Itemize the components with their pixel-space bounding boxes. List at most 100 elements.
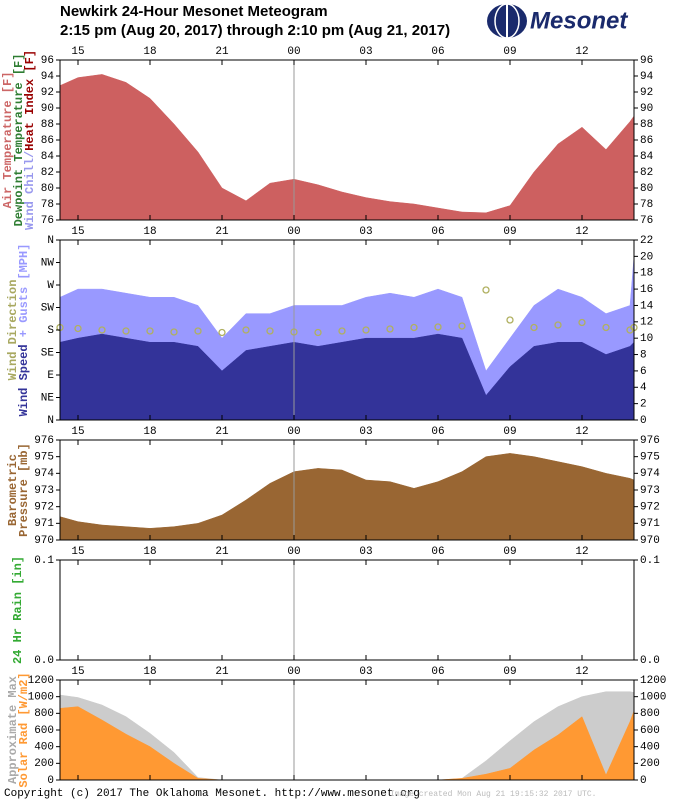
y-tick-label: 78 bbox=[41, 199, 54, 211]
y2-tick-label: 12 bbox=[640, 317, 653, 329]
y2-tick-label: 18 bbox=[640, 268, 653, 280]
y-tick-label: 800 bbox=[640, 708, 660, 720]
x-tick-label: 03 bbox=[359, 426, 372, 438]
y-tick-label: 400 bbox=[640, 742, 660, 754]
panel: 15 18 21 00 03 06 09 12 970 970 971 971 972 972 973 973… bbox=[6, 426, 660, 547]
y-tick-label: 971 bbox=[34, 518, 54, 530]
area bbox=[59, 333, 635, 421]
y-tick-label: 80 bbox=[640, 183, 653, 195]
panel: 15 18 21 00 03 06 09 12 0.0 0.0 0.1 0.1 24 Hr Rain [… bbox=[11, 546, 660, 667]
y2-tick-label: 4 bbox=[640, 382, 647, 394]
y-tick-label: 0.1 bbox=[640, 555, 660, 567]
axis-label-part: Approximate Max bbox=[6, 676, 20, 784]
y-tick-label: 0 bbox=[47, 775, 54, 787]
created: Image created Mon Aug 21 19:15:32 2017 U… bbox=[390, 790, 596, 799]
panel: 15 18 21 00 03 06 09 12 76 76 78 78 80 80 82 82 84 84 86 86… bbox=[1, 46, 653, 230]
x-tick-label: 15 bbox=[71, 546, 84, 558]
y-tick-label: 974 bbox=[640, 468, 660, 480]
axis-label: Dewpoint Temperature [F] bbox=[12, 54, 26, 227]
wind-direction-point bbox=[218, 328, 226, 337]
y-tick-label: 970 bbox=[640, 535, 660, 547]
y-tick-label: 975 bbox=[640, 452, 660, 464]
y-tick-label: 82 bbox=[41, 167, 54, 179]
x-tick-label: 15 bbox=[71, 46, 84, 58]
x-tick-label: 03 bbox=[359, 46, 372, 58]
axis-label-part: Heat Index [F] bbox=[23, 50, 37, 151]
logo: Mesonet bbox=[487, 3, 628, 39]
x-tick-label: 21 bbox=[215, 546, 229, 558]
y-tick-label: 971 bbox=[640, 518, 660, 530]
area bbox=[59, 74, 635, 221]
wind-direction-point bbox=[410, 323, 418, 332]
axis-label-part: Solar Rad [W/m2] bbox=[17, 672, 31, 787]
y-tick-label: 972 bbox=[640, 502, 660, 514]
y2-tick-label: 20 bbox=[640, 251, 653, 263]
y-tick-label: 200 bbox=[34, 758, 54, 770]
subtitle: 2:15 pm (Aug 20, 2017) through 2:10 pm (… bbox=[60, 22, 450, 39]
x-tick-label: 15 bbox=[71, 226, 84, 238]
x-tick-label: 12 bbox=[575, 666, 588, 678]
x-tick-label: 12 bbox=[575, 46, 588, 58]
y-tick-label: 800 bbox=[34, 708, 54, 720]
y-tick-label: 975 bbox=[34, 452, 54, 464]
axis-label: Solar Rad [W/m2] bbox=[17, 672, 31, 787]
y-tick-label: 96 bbox=[640, 55, 653, 67]
y-tick-label: SE bbox=[41, 347, 55, 359]
axis-label-part: Wind Chill/ bbox=[23, 151, 37, 230]
axis-label-part: Air Temperature [F] bbox=[1, 72, 15, 209]
x-tick-label: 09 bbox=[503, 666, 516, 678]
y-tick-label: 92 bbox=[640, 87, 653, 99]
x-tick-label: 09 bbox=[503, 226, 516, 238]
axis-label: Wind Speed + Gusts [MPH] bbox=[17, 244, 31, 417]
wind-direction-point bbox=[482, 286, 490, 294]
x-tick-label: 21 bbox=[215, 666, 229, 678]
y-tick-label: 76 bbox=[640, 215, 653, 227]
x-tick-label: 06 bbox=[431, 226, 444, 238]
x-tick-label: 06 bbox=[431, 546, 444, 558]
y-tick-label: 96 bbox=[41, 55, 54, 67]
x-tick-label: 18 bbox=[143, 226, 156, 238]
x-tick-label: 00 bbox=[287, 426, 300, 438]
y-tick-label: 974 bbox=[34, 468, 54, 480]
wind-direction-point bbox=[170, 328, 178, 336]
x-tick-label: 09 bbox=[503, 546, 516, 558]
y-tick-label: 600 bbox=[640, 725, 660, 737]
axis-label: Wind Direction bbox=[6, 280, 20, 381]
wind-direction-point bbox=[194, 327, 202, 335]
title: Newkirk 24-Hour Mesonet Meteogram bbox=[60, 3, 328, 20]
y-tick-label: 0 bbox=[640, 775, 647, 787]
y-tick-label: 970 bbox=[34, 535, 54, 547]
x-tick-label: 15 bbox=[71, 666, 84, 678]
axis-label-part: Pressure [mb] bbox=[17, 443, 31, 537]
y-tick-label: 1200 bbox=[28, 675, 54, 687]
axis-label: Wind Chill/Heat Index [F] bbox=[23, 50, 37, 230]
x-tick-label: 21 bbox=[215, 426, 229, 438]
y-tick-label: 82 bbox=[640, 167, 653, 179]
wind-direction-point bbox=[554, 321, 562, 329]
panel: 15 18 21 00 03 06 09 12 N NE E SE S SW W NW N 0 2 4 6 8 10 12 14… bbox=[6, 226, 653, 427]
y-tick-label: 84 bbox=[41, 151, 55, 163]
area bbox=[59, 453, 635, 541]
y-tick-label: 973 bbox=[34, 485, 54, 497]
wind-direction-point bbox=[338, 327, 346, 335]
x-tick-label: 00 bbox=[287, 546, 300, 558]
y-tick-label: 1000 bbox=[640, 692, 666, 704]
y-tick-label: 973 bbox=[640, 485, 660, 497]
x-tick-label: 06 bbox=[431, 46, 444, 58]
y-tick-label: NE bbox=[41, 392, 55, 404]
y-tick-label: N bbox=[47, 235, 54, 247]
x-tick-label: 18 bbox=[143, 666, 156, 678]
x-tick-label: 18 bbox=[143, 546, 156, 558]
y2-tick-label: 22 bbox=[640, 235, 653, 247]
x-tick-label: 12 bbox=[575, 226, 588, 238]
y-tick-label: NW bbox=[41, 257, 55, 269]
x-tick-label: 15 bbox=[71, 426, 84, 438]
wind-direction-point bbox=[122, 327, 130, 335]
y-tick-label: 1200 bbox=[640, 675, 666, 687]
y-tick-label: 976 bbox=[640, 435, 660, 447]
wind-direction-point bbox=[434, 323, 442, 331]
y2-tick-label: 0 bbox=[640, 415, 647, 427]
wind-direction-point bbox=[98, 326, 106, 334]
